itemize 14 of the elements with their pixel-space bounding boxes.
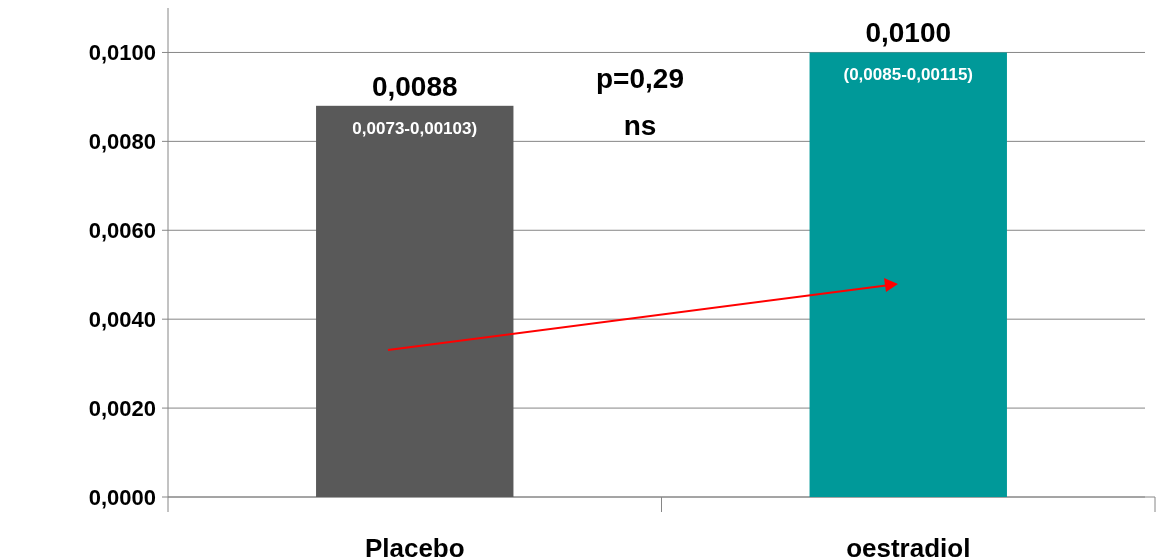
x-tick-label: oestradiol <box>846 533 971 560</box>
annotation: p=0,29 <box>596 62 684 94</box>
y-tick-label: 0,0000 <box>88 484 156 510</box>
y-tick-label: 0,0100 <box>88 40 156 66</box>
y-tick-label: 0,0040 <box>88 306 156 332</box>
y-tick-label: 0,0060 <box>88 217 156 243</box>
data-label: 0,0100 <box>865 17 952 49</box>
annotation: (0,0085-0,00115) <box>843 65 973 85</box>
annotation: 0,0073-0,00103) <box>352 118 478 138</box>
annotation: ns <box>623 109 657 141</box>
data-label: 0,0088 <box>371 70 458 102</box>
x-tick-label: Placebo <box>364 533 465 560</box>
y-tick-label: 0,0080 <box>88 129 156 155</box>
y-tick-label: 0,0020 <box>88 395 156 421</box>
